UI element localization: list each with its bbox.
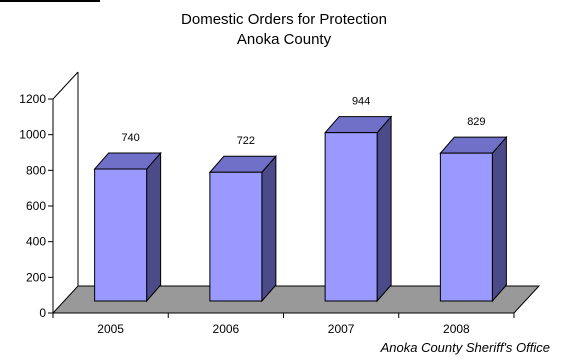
y-tick-label: 400: [26, 235, 46, 249]
bar-side-face: [261, 154, 277, 303]
x-tick-label: 2007: [328, 322, 355, 336]
y-tick-label: 1200: [19, 92, 46, 106]
top-rule: [0, 0, 100, 2]
y-tick-label: 800: [26, 163, 46, 177]
bar-2006: [208, 154, 277, 303]
y-tick-label: 1000: [19, 128, 46, 142]
y-tick-label: 200: [26, 270, 46, 284]
bar-2008: [439, 135, 508, 303]
bar-side-face: [146, 151, 162, 303]
bar-2005: [93, 151, 162, 303]
chart-title: Domestic Orders for Protection: [181, 11, 387, 28]
source-credit: Anoka County Sheriff's Office: [380, 340, 550, 355]
side-wall-top-edge: [52, 71, 79, 100]
plot-area: 0 200 400 600 800 1000 1200 740 2005 722 2006 944 20…: [19, 71, 541, 336]
x-tick-label: 2008: [443, 322, 470, 336]
x-tick-label: 2006: [213, 322, 240, 336]
y-tick-label: 600: [26, 199, 46, 213]
data-label: 944: [352, 96, 370, 108]
bar-front-face: [439, 152, 493, 302]
data-label: 722: [237, 135, 255, 147]
x-tick-label: 2005: [97, 322, 124, 336]
bar-side-face: [376, 115, 392, 303]
bar-side-face: [491, 135, 507, 303]
bar-front-face: [94, 168, 148, 302]
chart-subtitle: Anoka County: [237, 31, 332, 48]
data-label: 740: [121, 132, 139, 144]
bar-front-face: [324, 132, 378, 302]
data-label: 829: [467, 116, 485, 128]
bar-front-face: [209, 171, 263, 302]
y-tick-label: 0: [39, 306, 46, 320]
bar-2007: [324, 115, 393, 303]
